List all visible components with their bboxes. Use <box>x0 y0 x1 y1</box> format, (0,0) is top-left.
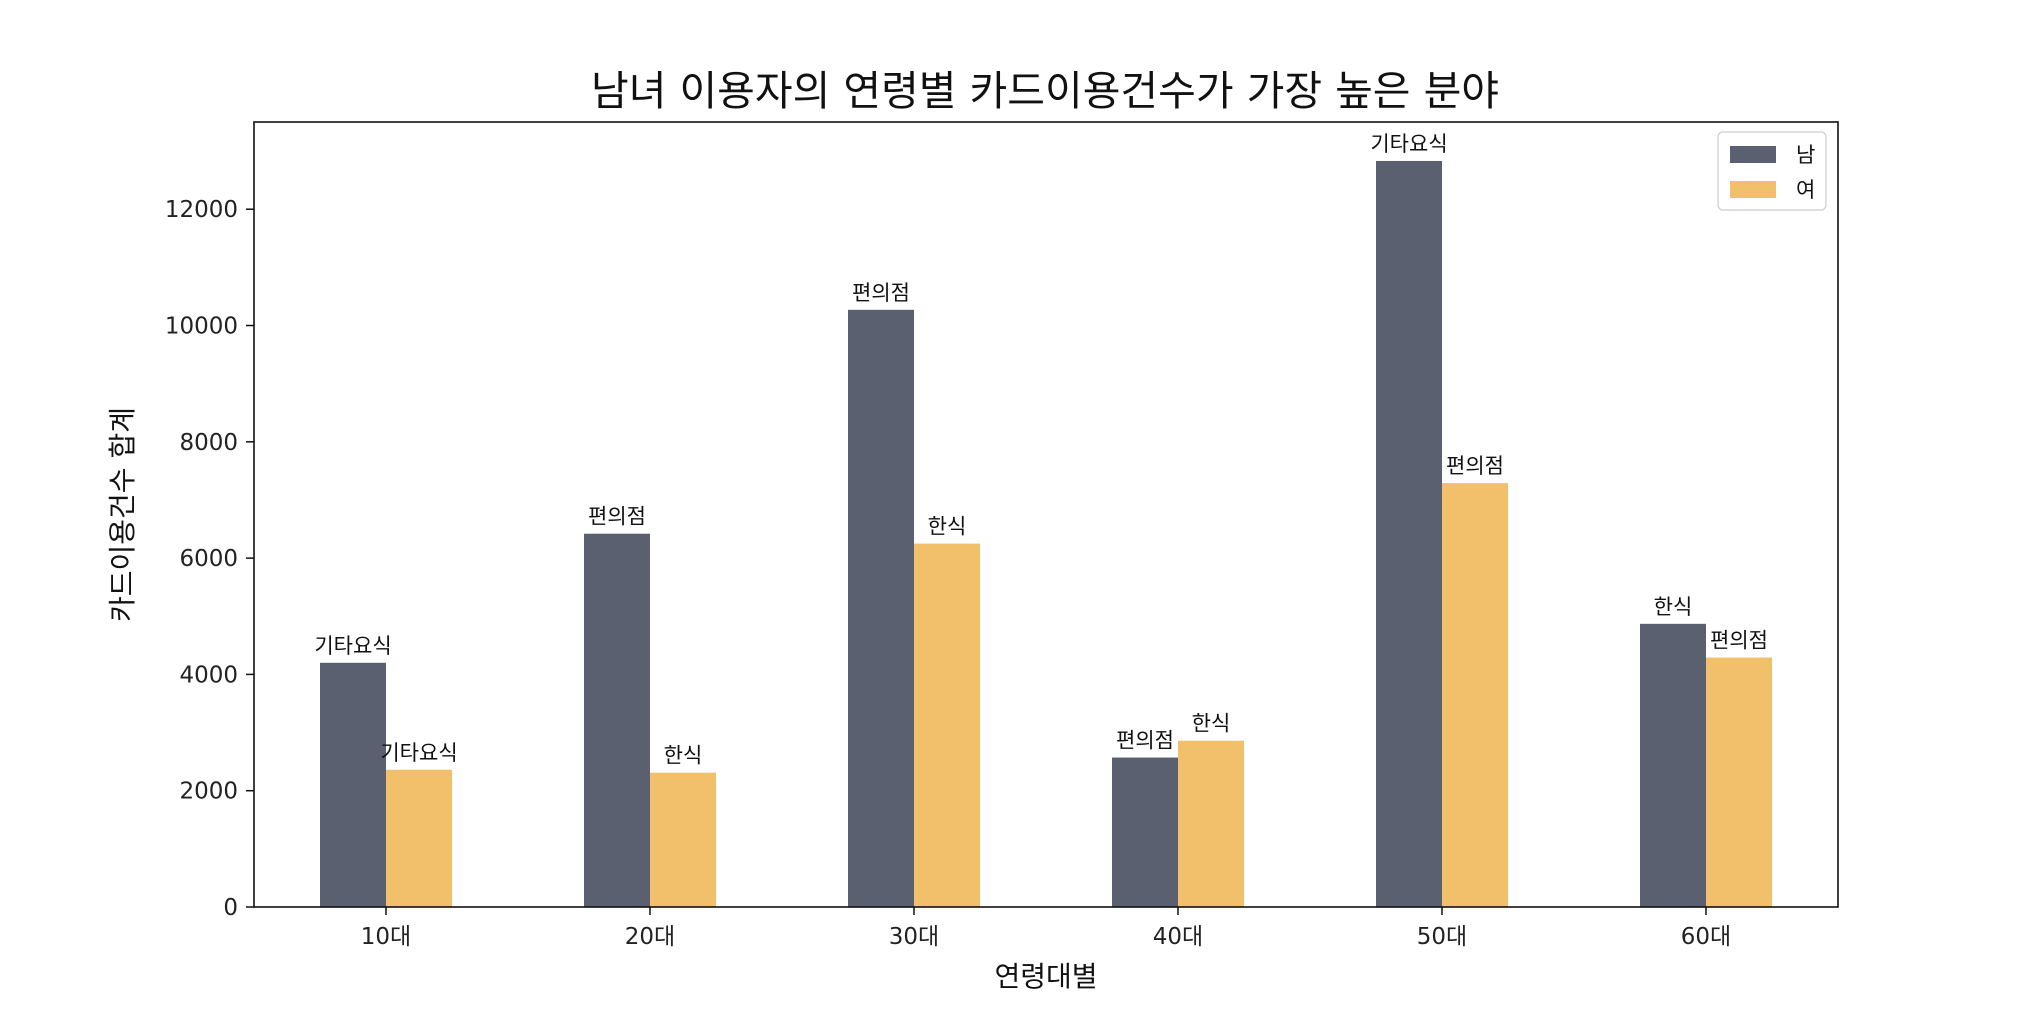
y-tick-label: 2000 <box>179 779 238 805</box>
legend-swatch-male <box>1730 146 1776 163</box>
x-tick-label: 50대 <box>1417 924 1467 950</box>
bar-label-male-6: 한식 <box>1654 595 1693 619</box>
bar-female-6 <box>1706 657 1772 907</box>
bar-male-1 <box>320 662 386 907</box>
bar-label-female-3: 한식 <box>928 515 967 539</box>
legend-label-female: 여 <box>1796 178 1815 202</box>
x-tick-label: 10대 <box>361 924 411 950</box>
y-tick-label: 4000 <box>179 662 238 688</box>
bar-female-5 <box>1442 483 1508 907</box>
x-tick-label: 60대 <box>1681 924 1731 950</box>
bar-label-female-4: 한식 <box>1192 712 1231 736</box>
bar-female-2 <box>650 772 716 907</box>
bar-female-3 <box>914 543 980 907</box>
y-tick-label: 8000 <box>179 430 238 456</box>
bar-label-female-1: 기타요식 <box>380 741 457 765</box>
bar-male-4 <box>1112 757 1178 907</box>
legend-swatch-female <box>1730 181 1776 198</box>
bar-male-6 <box>1640 623 1706 907</box>
legend: 남여 <box>1717 131 1827 211</box>
bar-label-male-2: 편의점 <box>588 505 646 529</box>
bar-label-male-3: 편의점 <box>852 281 910 305</box>
y-tick-label: 0 <box>223 895 238 921</box>
y-tick-label: 6000 <box>179 546 238 572</box>
bar-female-4 <box>1178 740 1244 907</box>
bar-female-1 <box>386 769 452 907</box>
x-tick-label: 20대 <box>625 924 675 950</box>
legend-label-male: 남 <box>1796 143 1815 167</box>
y-axis: 0 2000 4000 6000 8000 10000 12000 <box>165 197 254 921</box>
x-axis-label: 연령대별 <box>994 960 1097 993</box>
x-tick-label: 30대 <box>889 924 939 950</box>
plot-frame <box>253 121 1839 908</box>
bar-label-female-6: 편의점 <box>1710 629 1768 653</box>
chart-title: 남녀 이용자의 연령별 카드이용건수가 가장 높은 분야 <box>591 67 1499 115</box>
bar-label-male-1: 기타요식 <box>314 634 391 658</box>
bars-group <box>320 160 1772 908</box>
bar-label-female-5: 편의점 <box>1446 454 1504 478</box>
bar-male-5 <box>1376 160 1442 908</box>
bar-label-male-5: 기타요식 <box>1370 132 1447 156</box>
x-axis: 10대 20대 30대 40대 50대 60대 <box>361 907 1731 950</box>
bar-male-2 <box>584 533 650 907</box>
bar-label-female-2: 한식 <box>664 744 703 768</box>
y-tick-label: 10000 <box>165 314 238 340</box>
bar-male-3 <box>848 309 914 908</box>
y-axis-label: 카드이용건수 합계 <box>106 407 139 622</box>
y-tick-label: 12000 <box>165 197 238 223</box>
x-tick-label: 40대 <box>1153 924 1203 950</box>
bar-label-male-4: 편의점 <box>1116 729 1174 753</box>
